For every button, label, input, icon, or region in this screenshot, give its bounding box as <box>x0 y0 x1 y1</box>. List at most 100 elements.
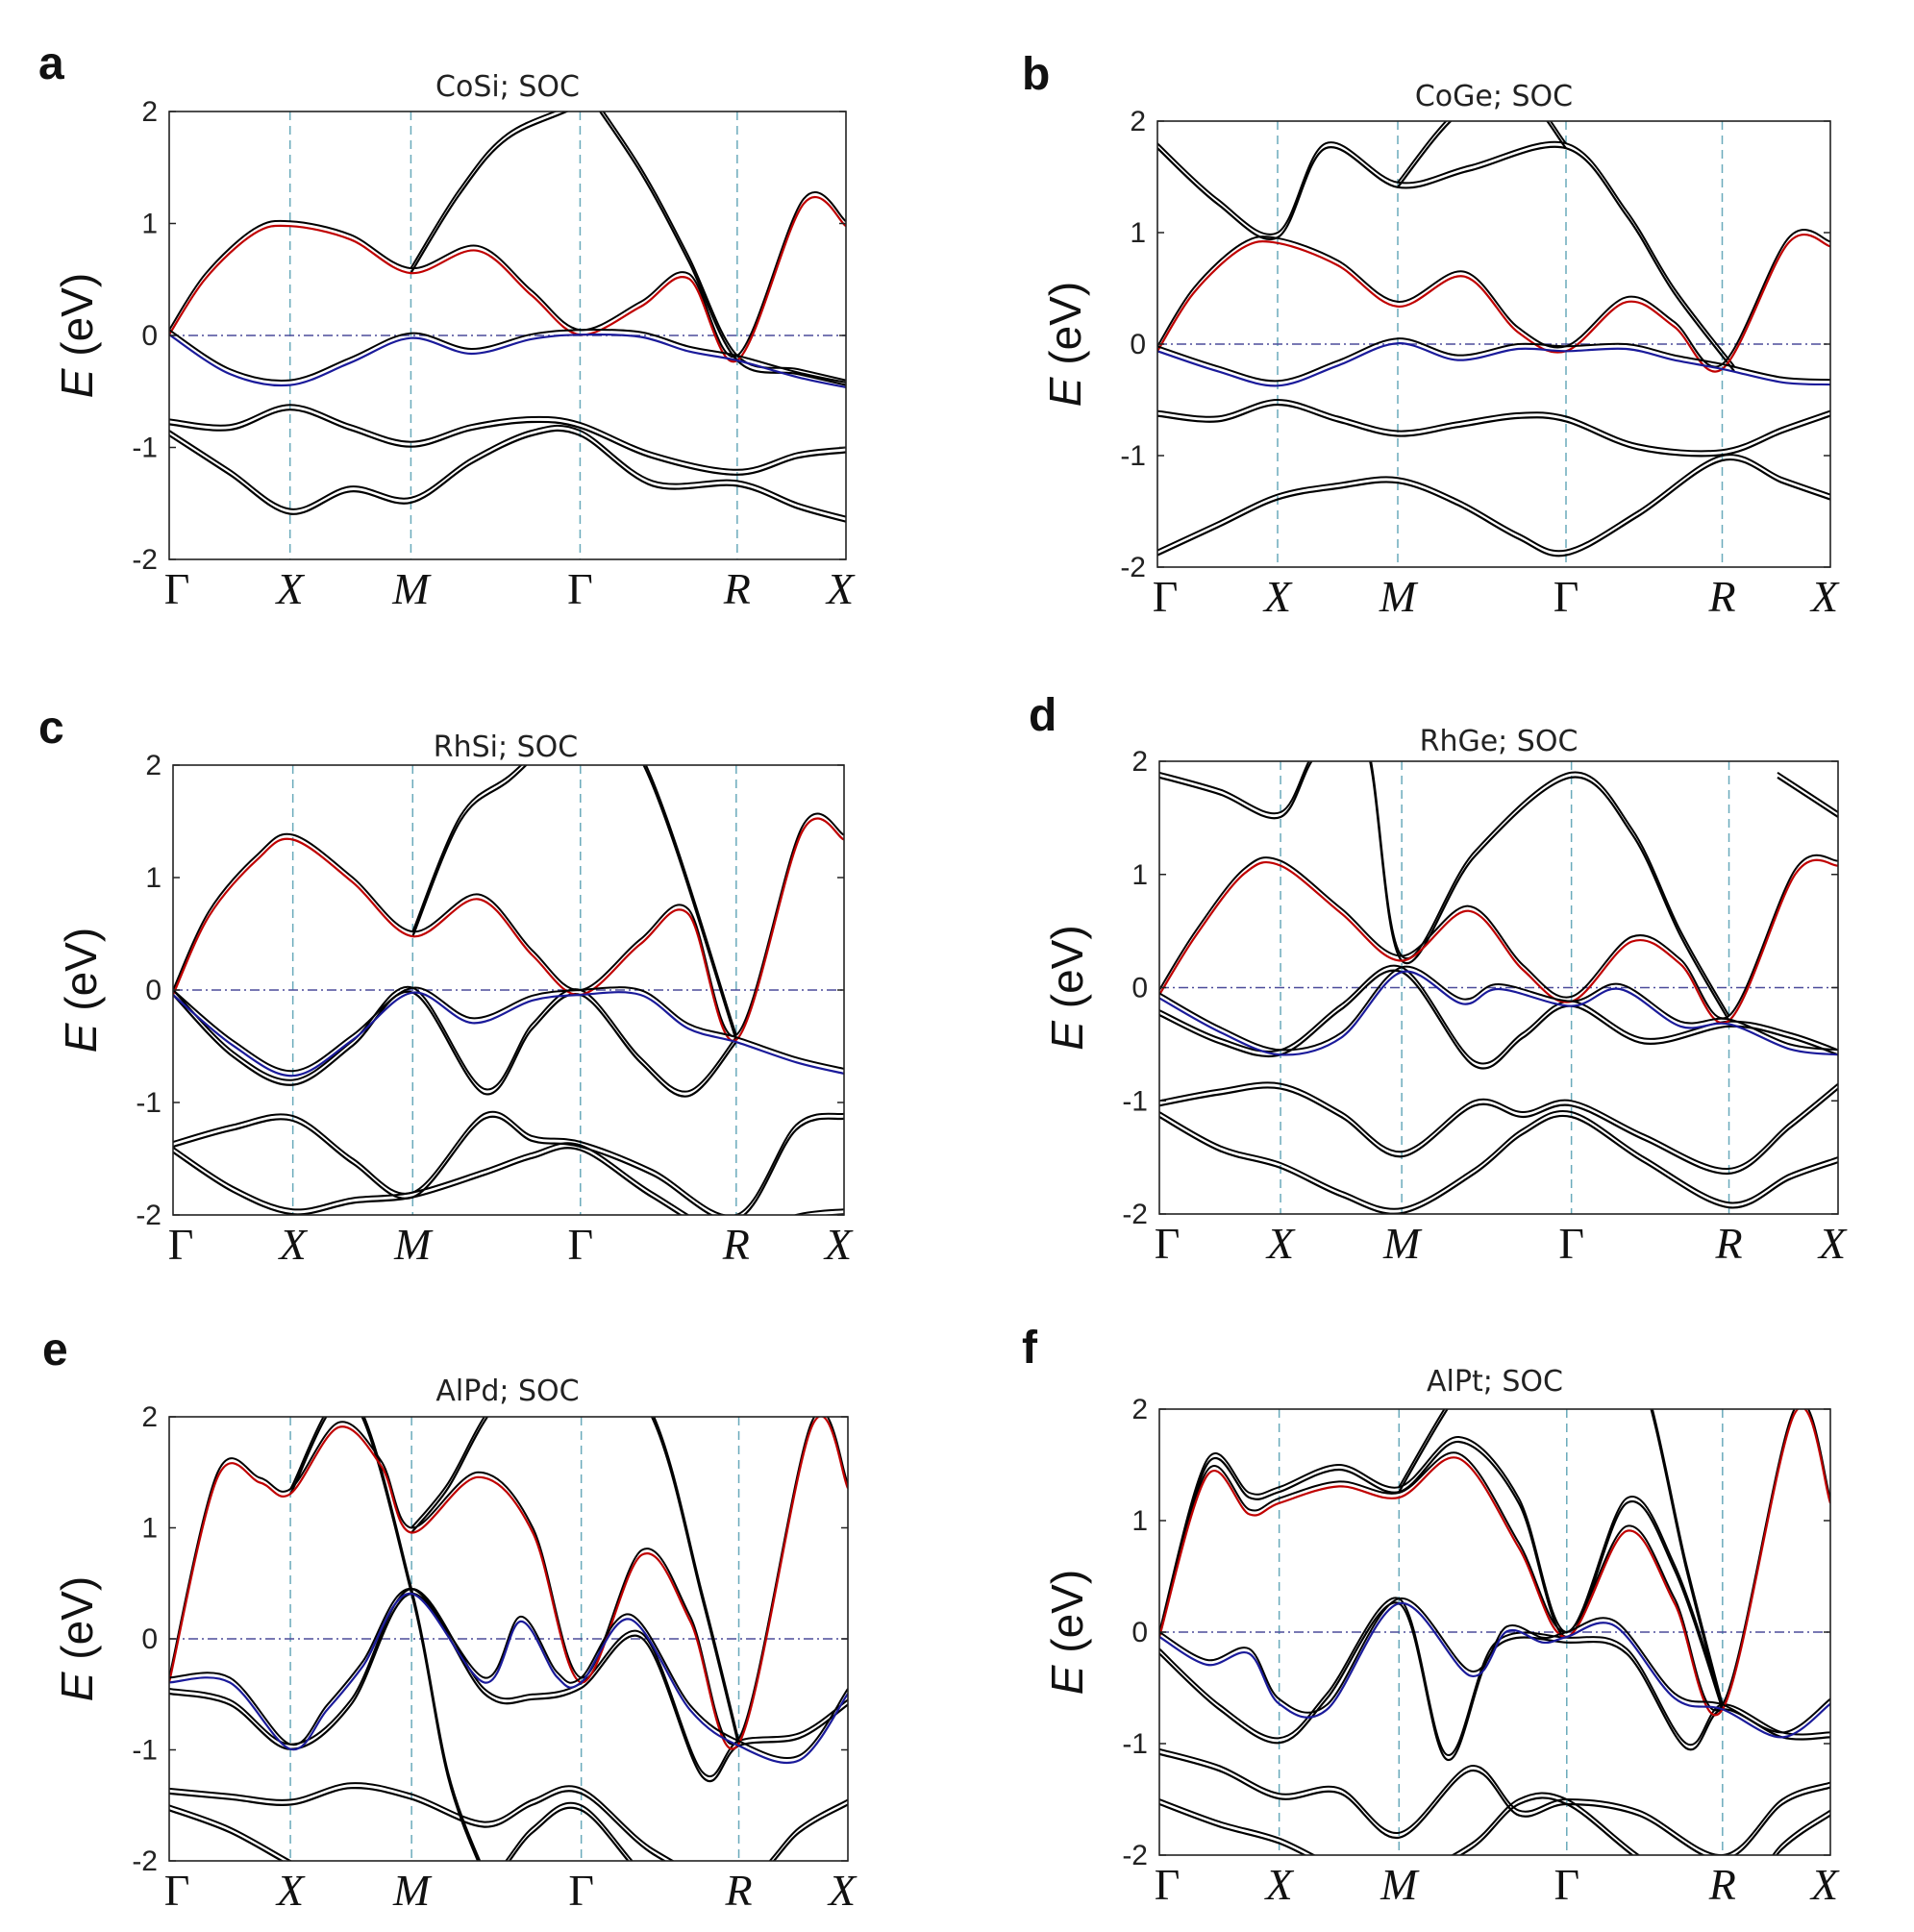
panel-d: d RhGe; SOC 210-1-2Γ X M Γ R XE (eV) <box>1029 690 1848 1268</box>
kpoint-label: X <box>1264 1860 1295 1909</box>
band-curve-split <box>1398 1409 1724 1705</box>
kpoint-label: R <box>722 1220 750 1269</box>
panel-e: e AlPd; SOC 210-1-2Γ X M Γ R XE (eV) <box>42 1325 858 1915</box>
panel-label-a: a <box>38 38 64 89</box>
plot-area-c: 210-1-2Γ X M Γ R XE (eV) <box>56 750 854 1269</box>
y-tick-label: 1 <box>141 209 158 240</box>
y-tick-label: -2 <box>1122 1199 1148 1230</box>
y-tick-label: 2 <box>1131 746 1148 778</box>
upper-band-curve <box>169 1417 848 1750</box>
band-curves <box>169 111 846 523</box>
band-curve <box>1159 1440 1724 1710</box>
band-curve <box>169 429 846 523</box>
band-curve-split <box>1157 140 1735 367</box>
kpoint-label: X <box>825 564 856 613</box>
plot-area-f: 210-1-2Γ X M Γ R XE (eV) <box>1042 1394 1840 1909</box>
panel-label-e: e <box>42 1325 68 1375</box>
y-axis-title: E (eV) <box>52 1576 102 1701</box>
y-tick-label: -2 <box>1122 1840 1148 1871</box>
y-tick-label: 2 <box>1131 1394 1148 1425</box>
y-tick-label: 0 <box>1130 329 1146 360</box>
band-curve-split <box>169 1782 848 1861</box>
upper-band-curve-split <box>173 812 844 1037</box>
kpoint-label: X <box>823 1220 854 1269</box>
band-curve-split <box>1157 454 1830 553</box>
band-curve <box>598 111 846 386</box>
panel-c: c RhSi; SOC 210-1-2Γ X M Γ R XE (eV) <box>38 703 854 1269</box>
y-tick-label: 1 <box>1131 859 1148 891</box>
band-curve-split <box>1159 1109 1838 1210</box>
band-curve <box>410 111 570 274</box>
y-tick-label: -1 <box>132 433 158 464</box>
band-curve-split <box>1157 398 1830 453</box>
lower-band-curve-split <box>173 986 844 1073</box>
y-tick-label: 0 <box>141 320 158 352</box>
y-tick-label: -1 <box>1122 1085 1148 1117</box>
y-tick-label: 2 <box>141 1401 158 1433</box>
y-tick-label: 2 <box>145 750 162 781</box>
lower-band-curve <box>169 333 846 388</box>
kpoint-label: Γ <box>1554 572 1579 621</box>
band-curve-split <box>173 985 737 1093</box>
lower-band-curve-split <box>169 1587 848 1760</box>
lower-band-curve <box>1159 1602 1830 1739</box>
y-axis-title: E (eV) <box>52 273 102 398</box>
band-curve <box>1159 1601 1830 1761</box>
kpoint-label: X <box>1809 572 1840 621</box>
band-curve <box>410 1417 740 1746</box>
kpoint-label: Γ <box>168 1220 194 1269</box>
band-curve <box>411 765 737 1041</box>
kpoint-label: R <box>1708 1860 1736 1909</box>
kpoint-label: M <box>391 564 432 613</box>
band-curves <box>169 1417 848 1861</box>
panel-title-a: CoSi; SOC <box>435 70 580 104</box>
band-curves <box>1159 1409 1830 1855</box>
kpoint-label: R <box>1707 572 1735 621</box>
panel-label-d: d <box>1029 690 1056 741</box>
band-curves <box>173 765 844 1215</box>
band-curve-split <box>410 111 559 269</box>
y-tick-label: -1 <box>132 1735 158 1767</box>
band-curve <box>1157 145 1735 372</box>
kpoint-label: X <box>275 1866 306 1915</box>
plot-area-a: 210-1-2Γ X M Γ R XE (eV) <box>52 96 856 613</box>
kpoint-label: R <box>724 1866 752 1915</box>
panel-label-b: b <box>1022 49 1050 100</box>
y-tick-label: -1 <box>1122 1728 1148 1760</box>
band-curve <box>1159 761 1730 1022</box>
band-curve <box>1397 121 1567 188</box>
kpoint-label: X <box>278 1220 309 1269</box>
band-curve <box>173 1115 844 1215</box>
band-curve <box>1159 1752 1830 1855</box>
kpoint-label: Γ <box>1155 1219 1181 1268</box>
band-curve-split <box>411 765 737 1036</box>
kpoint-label: X <box>1265 1219 1296 1268</box>
lower-band-curve <box>1159 970 1838 1056</box>
upper-band-curve <box>169 195 846 363</box>
kpoint-label: M <box>1379 572 1419 621</box>
kpoint-label: M <box>1382 1219 1423 1268</box>
panel-a: a CoSi; SOC 210-1-2Γ X M Γ R XE (eV) <box>38 38 856 613</box>
band-curve <box>1398 1409 1724 1710</box>
plot-area-d: 210-1-2Γ X M Γ R XE (eV) <box>1042 746 1848 1268</box>
band-curve-split <box>169 424 846 518</box>
band-curve-split <box>1159 1792 1830 1855</box>
panel-title-e: AlPd; SOC <box>435 1375 579 1408</box>
kpoint-label: X <box>1262 572 1293 621</box>
y-tick-label: 1 <box>145 862 162 894</box>
upper-band-curve-split <box>1159 854 1838 1020</box>
panel-label-f: f <box>1022 1323 1038 1374</box>
upper-band-curve <box>1159 1409 1830 1717</box>
band-curve <box>169 409 846 476</box>
y-tick-label: 1 <box>1131 1505 1148 1537</box>
panel-f: f AlPt; SOC 210-1-2Γ X M Γ R XE (eV) <box>1022 1323 1840 1909</box>
band-curve-split <box>1159 1435 1724 1705</box>
band-curve-split <box>1397 121 1567 184</box>
y-tick-label: -2 <box>1120 552 1146 583</box>
band-curve-split <box>173 1110 844 1215</box>
lower-band-curve-split <box>169 328 846 384</box>
panel-title-d: RhGe; SOC <box>1420 725 1578 758</box>
y-tick-label: 2 <box>1130 106 1146 137</box>
panel-title-f: AlPt; SOC <box>1427 1365 1563 1399</box>
